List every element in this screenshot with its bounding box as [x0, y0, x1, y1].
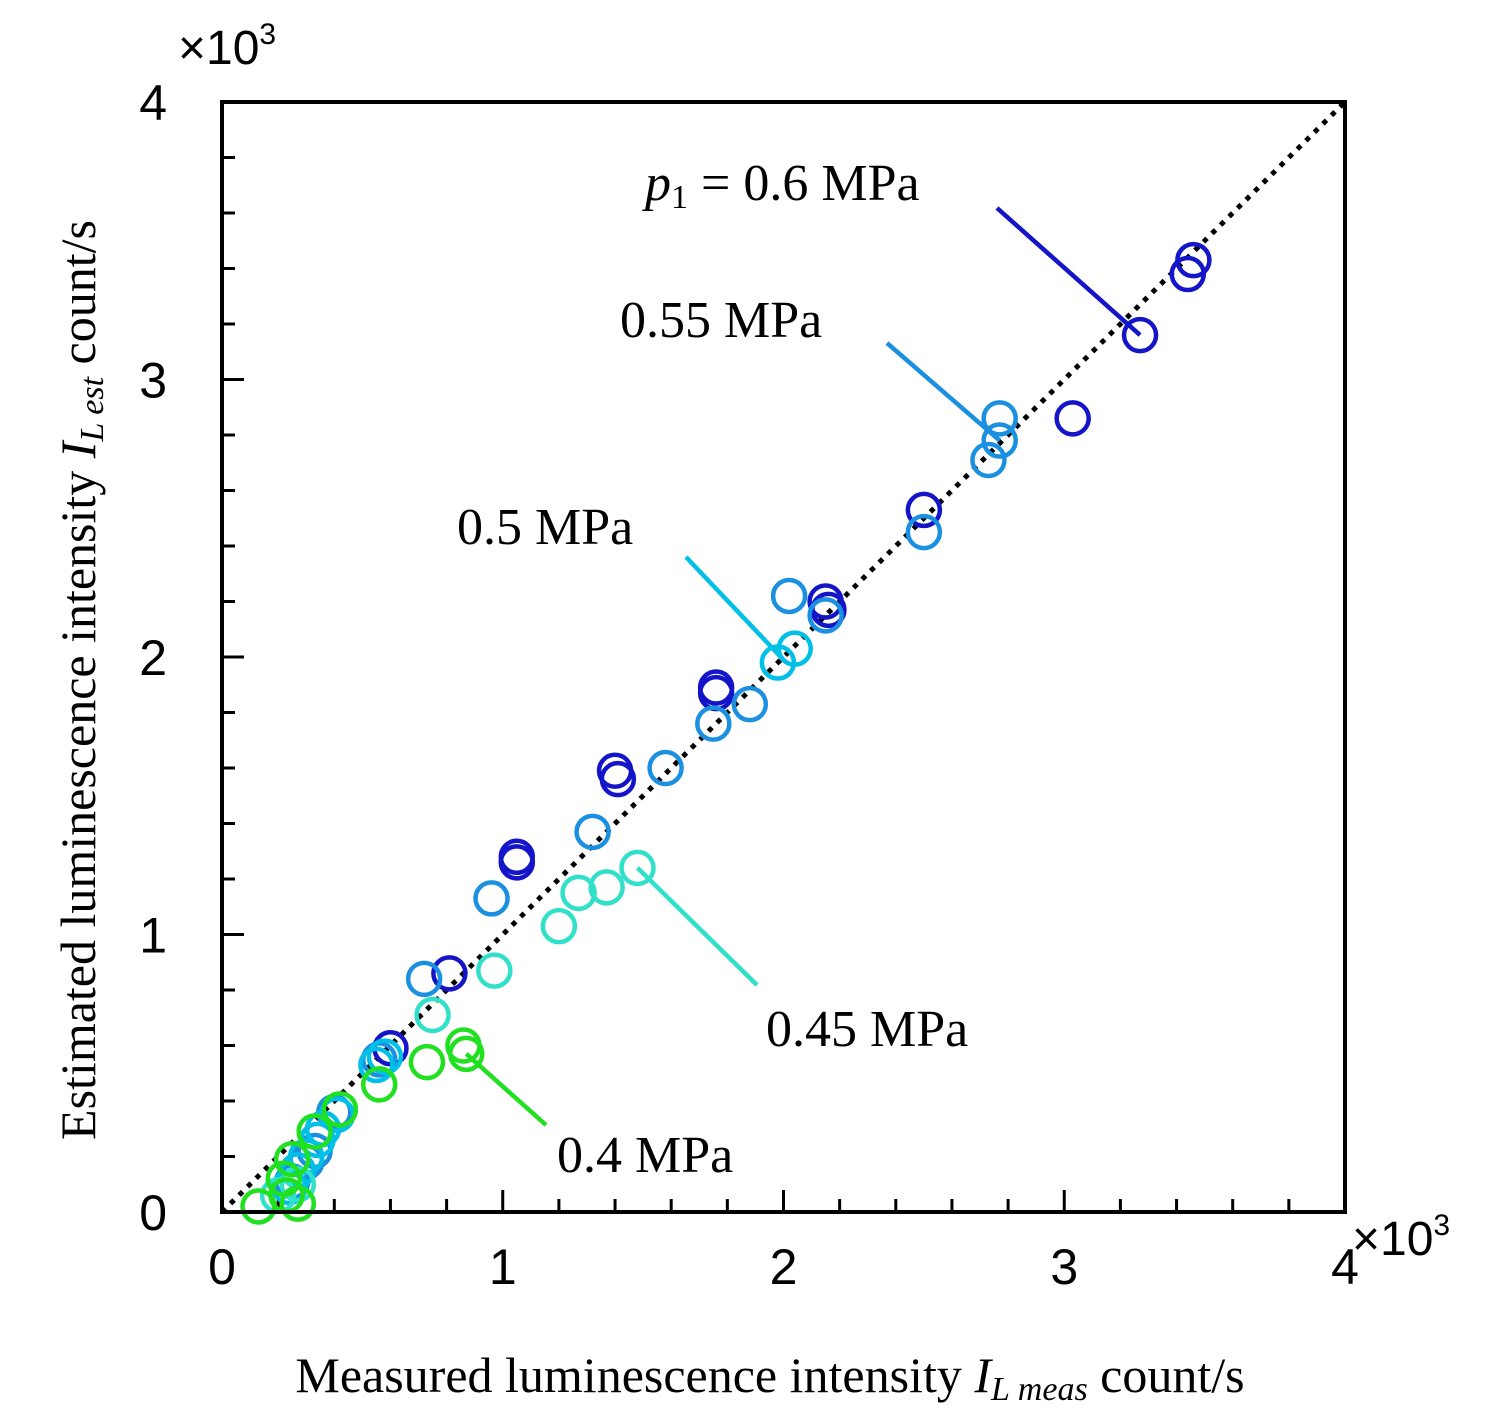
x-tick-label: 2 [770, 1239, 798, 1295]
data-point-0.4-mpa [321, 1091, 359, 1128]
annotation-0.5-mpa: 0.5 MPa [457, 499, 633, 556]
data-point-0.55-mpa [807, 597, 844, 634]
x-tick-label: 1 [489, 1239, 517, 1295]
data-point-0.4-mpa [448, 1035, 485, 1073]
x-axis-title-subscript: L meas [990, 1371, 1088, 1408]
data-point-0.6-mpa [498, 844, 536, 881]
y-tick-label: 1 [139, 908, 167, 964]
data-point-0.55-mpa [905, 513, 943, 551]
data-point-0.6-mpa [1121, 316, 1159, 354]
data-point-0.55-mpa [473, 880, 510, 917]
x-axis-title-symbol: I [973, 1347, 993, 1403]
data-point-0.4-mpa [273, 1141, 311, 1178]
data-point-0.6-mpa [599, 760, 637, 798]
data-point-0.6-mpa [1169, 255, 1207, 293]
data-point-0.5-mpa [759, 644, 797, 681]
x-axis-title-unit: count/s [1088, 1347, 1245, 1403]
annotation-p-symbol: p [641, 155, 671, 212]
y-tick-label: 2 [139, 630, 167, 686]
data-points [240, 241, 1212, 1225]
x-tick-label: 3 [1050, 1239, 1078, 1295]
data-point-0.45-mpa [619, 849, 656, 887]
data-point-0.45-mpa [560, 874, 597, 912]
tick-labels: 0 1 2 3 4 0 1 2 3 4 [139, 75, 1359, 1295]
plot-frame [220, 100, 1347, 1214]
data-point-0.4-mpa [279, 1185, 317, 1222]
data-point-0.45-mpa [540, 907, 578, 945]
y-multiplier-exp: 3 [259, 18, 276, 51]
data-point-0.6-mpa [431, 955, 468, 992]
data-point-0.55-mpa [647, 749, 684, 787]
y-multiplier: ×103 [178, 18, 276, 75]
data-point-0.55-mpa [981, 400, 1018, 437]
data-point-0.4-mpa [240, 1188, 277, 1225]
data-point-0.4-mpa [408, 1043, 446, 1081]
annotation-0.6-mpa: p1 = 0.6 MPa [641, 155, 920, 216]
data-point-0.55-mpa [405, 960, 443, 998]
y-axis-title-subscript: L est [74, 375, 111, 442]
y-tick-label: 4 [139, 75, 167, 131]
x-multiplier: ×103 [1352, 1209, 1450, 1266]
x-multiplier-exp: 3 [1433, 1209, 1450, 1242]
annotation-0.45-mpa: 0.45 MPa [766, 1001, 968, 1058]
x-multiplier-base: ×10 [1352, 1213, 1433, 1266]
y-axis-title-unit: count/s [50, 220, 106, 377]
data-point-0.55-mpa [574, 813, 611, 851]
data-point-0.55-mpa [981, 422, 1018, 459]
data-point-0.5-mpa [358, 1046, 395, 1084]
leader-line-0.45-mpa [635, 866, 759, 987]
y-tick-label: 0 [139, 1185, 167, 1241]
axis-ticks [220, 100, 1347, 1214]
leader-line-0.4-mpa [464, 1052, 548, 1127]
data-point-0.45-mpa [414, 996, 451, 1034]
data-point-0.6-mpa [905, 491, 943, 529]
x-tick-label: 4 [1331, 1239, 1359, 1295]
y-axis-title: Estimated luminescence intensity IL est … [50, 220, 111, 1140]
annotation-0.6-mpa-rest: = 0.6 MPa [688, 155, 920, 212]
leader-line-0.5-mpa [684, 555, 786, 662]
data-point-0.6-mpa [1054, 400, 1091, 437]
y-axis-title-main: Estimated luminescence intensity [50, 458, 106, 1140]
data-point-0.45-mpa [476, 952, 513, 989]
data-point-0.55-mpa [970, 441, 1007, 479]
annotation-leaders [464, 206, 1142, 1127]
y-axis-title-symbol: I [50, 439, 106, 459]
leader-line-0.55-mpa [885, 341, 1002, 443]
data-point-0.55-mpa [770, 577, 808, 615]
data-point-0.45-mpa [588, 869, 625, 906]
x-tick-label: 0 [208, 1239, 236, 1295]
x-axis-title: Measured luminescence intensity IL meas … [295, 1347, 1244, 1408]
data-point-0.55-mpa [731, 685, 769, 723]
annotation-0.55-mpa: 0.55 MPa [620, 292, 822, 349]
data-point-0.4-mpa [296, 1113, 333, 1150]
y-multiplier-base: ×10 [178, 22, 259, 75]
annotation-0.4-mpa: 0.4 MPa [557, 1127, 733, 1184]
data-point-0.4-mpa [360, 1066, 398, 1103]
data-point-0.55-mpa [695, 705, 732, 742]
leader-line-0.6-mpa [995, 206, 1142, 337]
x-axis-title-main: Measured luminescence intensity [295, 1347, 974, 1403]
data-point-0.5-mpa [366, 1038, 404, 1075]
y-tick-label: 3 [139, 353, 167, 409]
annotation-p-subscript: 1 [671, 179, 688, 216]
